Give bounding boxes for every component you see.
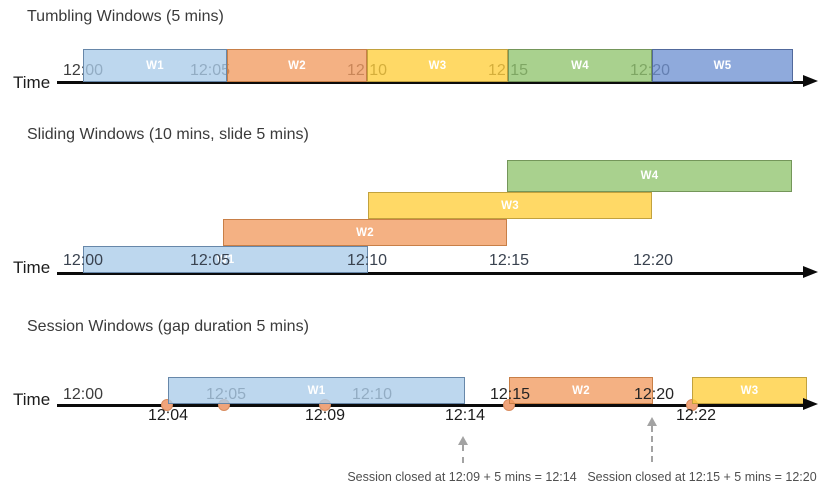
time-axis-label: Time xyxy=(13,258,51,277)
axis-arrowhead-icon xyxy=(803,398,818,410)
tick-label: 12:15 xyxy=(489,386,531,403)
window-box: W1 xyxy=(83,246,368,273)
window-label: W2 xyxy=(572,384,590,397)
session-close-arrow-stem xyxy=(462,445,464,463)
axis-arrowhead-icon xyxy=(803,266,818,278)
tick-label: 12:15 xyxy=(488,252,530,269)
tick-label: 12:00 xyxy=(62,386,104,403)
window-label: W2 xyxy=(288,59,306,72)
window-box: W2 xyxy=(227,49,367,82)
window-label: W1 xyxy=(216,253,235,266)
session-close-arrow-stem xyxy=(651,426,653,462)
tick-label: 12:20 xyxy=(633,386,675,403)
window-label: W2 xyxy=(356,226,374,239)
section-title: Tumbling Windows (5 mins) xyxy=(27,8,224,25)
window-label: W1 xyxy=(307,384,326,397)
tick-label: 12:05 xyxy=(189,252,231,269)
window-box: W3 xyxy=(368,192,652,219)
event-time-label: 12:04 xyxy=(147,407,189,424)
window-label: W3 xyxy=(740,384,759,397)
axis-arrowhead-icon xyxy=(803,75,818,87)
window-box: W3 xyxy=(692,377,807,404)
window-box: W1 xyxy=(168,377,465,404)
timeline-axis xyxy=(57,404,805,407)
window-box: W4 xyxy=(508,49,652,82)
window-box: W5 xyxy=(652,49,793,82)
time-axis-label: Time xyxy=(13,390,51,409)
tick-label: 12:00 xyxy=(62,252,104,269)
timeline-axis xyxy=(57,272,805,275)
window-box: W1 xyxy=(83,49,227,82)
session-close-note: Session closed at 12:09 + 5 mins = 12:14 xyxy=(347,470,577,484)
window-label: W3 xyxy=(428,59,447,72)
window-label: W4 xyxy=(571,59,589,72)
window-label: W3 xyxy=(501,199,519,212)
event-time-label: 12:22 xyxy=(675,407,717,424)
session-close-arrow-icon xyxy=(647,417,657,426)
window-label: W4 xyxy=(640,170,659,182)
timeline-axis xyxy=(57,81,805,84)
section-title: Sliding Windows (10 mins, slide 5 mins) xyxy=(27,126,309,143)
event-time-label: 12:14 xyxy=(444,407,486,424)
section-title: Session Windows (gap duration 5 mins) xyxy=(27,318,309,335)
window-box: W2 xyxy=(223,219,507,246)
window-box: W2 xyxy=(509,377,653,404)
window-label: W5 xyxy=(713,59,732,72)
tick-label: 12:20 xyxy=(632,252,674,269)
time-axis-label: Time xyxy=(13,73,51,92)
session-close-arrow-icon xyxy=(458,436,468,445)
tick-label: 12:10 xyxy=(346,252,388,269)
window-label: W1 xyxy=(146,59,164,72)
session-close-note: Session closed at 12:15 + 5 mins = 12:20 xyxy=(587,470,817,484)
window-box: W4 xyxy=(507,160,792,192)
event-time-label: 12:09 xyxy=(304,407,346,424)
window-box: W3 xyxy=(367,49,508,82)
